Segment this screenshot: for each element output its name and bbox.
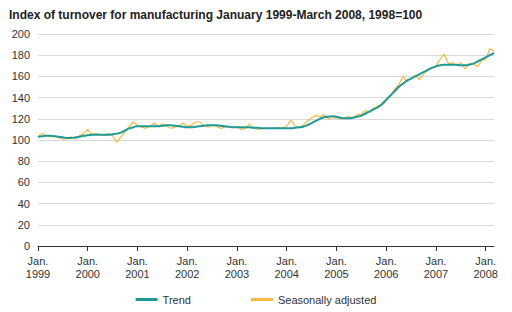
svg-text:200: 200 [12,28,30,40]
svg-text:40: 40 [18,198,30,210]
svg-text:2003: 2003 [225,268,249,280]
svg-text:20: 20 [18,219,30,231]
svg-text:2008: 2008 [473,268,497,280]
svg-text:180: 180 [12,49,30,61]
svg-text:100: 100 [12,134,30,146]
svg-text:Jan.: Jan. [276,255,297,267]
svg-text:140: 140 [12,92,30,104]
svg-text:Index of turnover for manufact: Index of turnover for manufacturing Janu… [9,8,422,22]
svg-text:80: 80 [18,155,30,167]
svg-text:Jan.: Jan. [28,255,49,267]
svg-text:Jan.: Jan. [177,255,198,267]
svg-text:2007: 2007 [424,268,448,280]
svg-text:2005: 2005 [324,268,348,280]
svg-text:Jan.: Jan. [77,255,98,267]
svg-text:2001: 2001 [125,268,149,280]
svg-text:0: 0 [24,240,30,252]
svg-text:2002: 2002 [175,268,199,280]
svg-text:1999: 1999 [26,268,50,280]
svg-text:160: 160 [12,70,30,82]
svg-text:Jan.: Jan. [326,255,347,267]
svg-text:120: 120 [12,113,30,125]
svg-text:60: 60 [18,176,30,188]
svg-text:Jan.: Jan. [475,255,496,267]
svg-text:2000: 2000 [76,268,100,280]
svg-text:Jan.: Jan. [227,255,248,267]
svg-text:Seasonally adjusted: Seasonally adjusted [278,294,376,306]
svg-text:2004: 2004 [274,268,298,280]
svg-text:Jan.: Jan. [426,255,447,267]
svg-text:Jan.: Jan. [376,255,397,267]
svg-text:Trend: Trend [163,294,191,306]
svg-text:Jan.: Jan. [127,255,148,267]
svg-text:2006: 2006 [374,268,398,280]
